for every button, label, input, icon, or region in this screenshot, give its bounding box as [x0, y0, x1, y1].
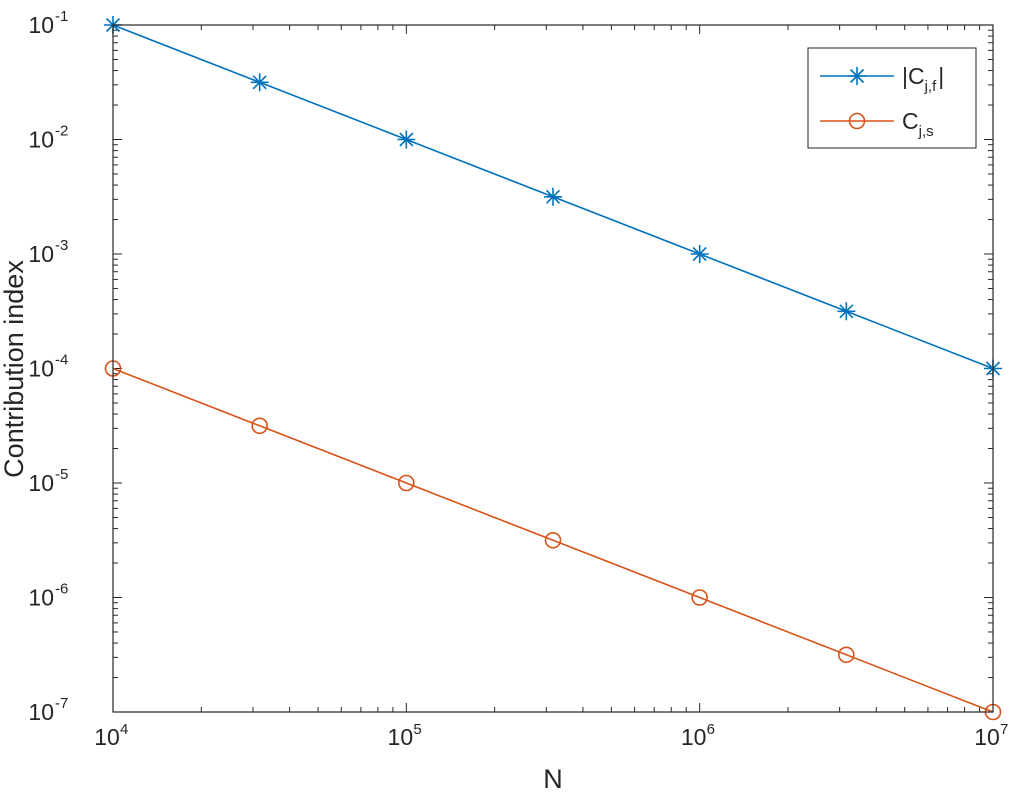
y-tick-label: 10: [28, 470, 54, 496]
data-point: [691, 589, 708, 606]
data-point: [397, 130, 416, 149]
y-tick-label: 10: [28, 699, 54, 725]
legend-label: |Cj,f|: [902, 63, 944, 95]
x-tick-label: 10: [388, 724, 414, 750]
data-point: [837, 302, 856, 321]
x-tick-exponent: 5: [413, 721, 421, 738]
y-tick-exponent: -3: [55, 237, 68, 254]
y-tick-label: 10: [28, 241, 54, 267]
marker-circle: [838, 646, 855, 664]
y-tick-exponent: -6: [55, 581, 68, 598]
legend-item: Cj,s: [820, 108, 934, 140]
tick-labels: 10 4 10 5 10 6 10 710 -710 -610 -510 -410 -310 -210 -1: [28, 8, 1008, 750]
y-tick-label: 10: [28, 585, 54, 611]
marker-circle: [398, 474, 415, 492]
y-tick-exponent: -2: [55, 123, 68, 140]
y-tick-label: 10: [28, 12, 54, 38]
marker-stroke: [849, 68, 865, 84]
x-tick-label: 10: [681, 724, 707, 750]
x-tick-exponent: 6: [707, 721, 715, 738]
marker-circle: [544, 531, 562, 549]
data-point: [250, 73, 269, 92]
marker-circle: [251, 417, 268, 435]
axis-ticks: [112, 24, 994, 713]
data-point: [838, 646, 855, 664]
legend-marker: [848, 112, 866, 130]
y-tick-exponent: -5: [55, 466, 68, 483]
series-line-2: [112, 367, 994, 713]
legend-item: |Cj,f|: [820, 63, 944, 95]
y-tick-exponent: -7: [55, 695, 68, 712]
marker-stroke: [252, 75, 267, 90]
marker-circle: [848, 112, 866, 130]
data-point: [544, 187, 563, 206]
marker-stroke: [545, 189, 561, 204]
y-axis-title: Contribution index: [0, 260, 29, 478]
legend-box: [807, 47, 977, 149]
data-point: [398, 474, 415, 492]
y-tick-exponent: -4: [55, 352, 68, 369]
y-tick-exponent: -1: [55, 8, 68, 25]
y-tick-label: 10: [28, 356, 54, 382]
marker-stroke: [399, 132, 414, 147]
data-point: [251, 417, 268, 435]
plot-area: [112, 24, 994, 713]
legend-label: Cj,s: [902, 108, 934, 140]
series-layer: [104, 16, 1002, 721]
legend: |Cj,f| Cj,s: [807, 47, 977, 149]
legend-marker: [848, 67, 866, 85]
data-point: [690, 245, 709, 263]
x-tick-label: 10: [94, 724, 120, 750]
y-tick-label: 10: [28, 127, 54, 153]
marker-stroke: [692, 246, 707, 262]
x-tick-label: 10: [974, 724, 1000, 750]
marker-circle: [691, 589, 708, 606]
x-tick-exponent: 4: [120, 721, 128, 738]
x-axis-title: N: [543, 764, 563, 794]
data-point: [544, 531, 562, 549]
x-tick-exponent: 7: [1000, 721, 1008, 738]
marker-stroke: [839, 304, 854, 319]
